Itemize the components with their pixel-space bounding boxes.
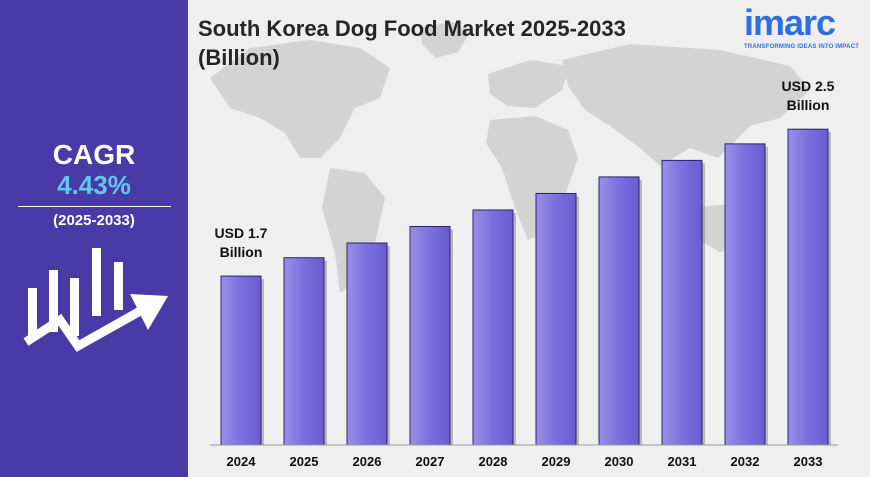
x-tick-label: 2031 xyxy=(668,454,697,469)
cagr-panel: CAGR 4.43% (2025-2033) xyxy=(0,0,188,477)
x-tick-label: 2026 xyxy=(353,454,382,469)
cagr-value: 4.43% xyxy=(57,170,131,200)
chart-title-line2: (Billion) xyxy=(198,45,280,70)
x-tick-label: 2029 xyxy=(542,454,571,469)
bar-chart: 2024 2025 2026 2027 2028 2029 2030 2031 2032 2033… xyxy=(188,0,870,477)
bar-2027 xyxy=(409,225,451,446)
x-tick-label: 2030 xyxy=(605,454,634,469)
x-tick-label: 2025 xyxy=(290,454,319,469)
data-label-2024: USD 1.7 Billion xyxy=(196,224,286,262)
bar-2024 xyxy=(220,275,262,446)
bar-2031 xyxy=(661,159,703,446)
bar-2025 xyxy=(283,257,325,446)
x-tick-label: 2027 xyxy=(416,454,445,469)
growth-chart-icon xyxy=(23,248,168,352)
bar-2033 xyxy=(787,128,829,446)
cagr-period: (2025-2033) xyxy=(53,212,135,229)
logo-tagline: TRANSFORMING IDEAS INTO IMPACT xyxy=(744,44,860,50)
bar-2029 xyxy=(535,192,577,446)
cagr-divider xyxy=(18,206,171,207)
logo-brand: imarc xyxy=(744,2,836,43)
x-tick-label: 2024 xyxy=(227,454,257,469)
x-tick-label: 2028 xyxy=(479,454,508,469)
data-label-unit: Billion xyxy=(219,244,263,261)
data-label-value: USD 1.7 xyxy=(214,225,268,242)
x-tick-label: 2033 xyxy=(794,454,823,469)
data-label-2033: USD 2.5 Billion xyxy=(763,77,853,115)
x-tick-label: 2032 xyxy=(731,454,760,469)
chart-title: South Korea Dog Food Market 2025-2033 (B… xyxy=(198,14,738,72)
data-label-unit: Billion xyxy=(786,97,830,114)
bar-2032 xyxy=(724,143,766,446)
bar-2030 xyxy=(598,176,640,446)
data-label-value: USD 2.5 xyxy=(781,78,835,95)
imarc-logo: imarc TRANSFORMING IDEAS INTO IMPACT xyxy=(738,2,868,52)
bar-2028 xyxy=(472,209,514,446)
cagr-label: CAGR xyxy=(52,139,136,170)
bar-2026 xyxy=(346,242,388,446)
bar-chart-svg: 2024 2025 2026 2027 2028 2029 2030 2031 2032 2033 xyxy=(210,128,838,469)
chart-title-line1: South Korea Dog Food Market 2025-2033 xyxy=(198,16,626,41)
